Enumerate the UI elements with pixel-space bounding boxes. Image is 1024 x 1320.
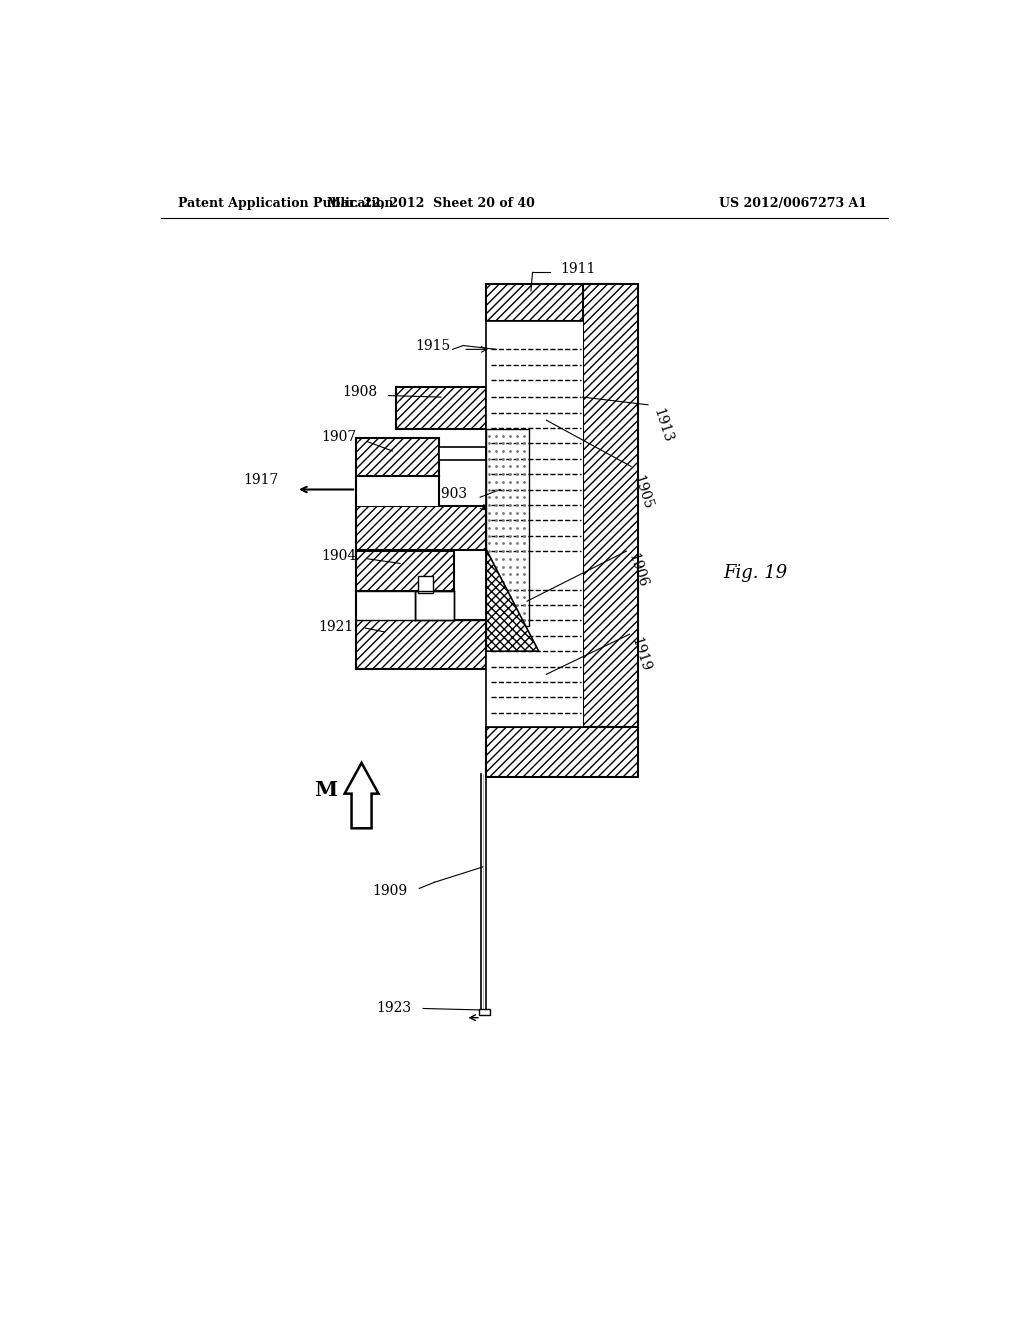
Bar (486, 429, 528, 626)
Bar (356, 620, 486, 669)
Text: 1911: 1911 (560, 263, 596, 276)
Bar (396, 387, 486, 429)
Text: 1905: 1905 (631, 474, 654, 511)
FancyArrow shape (345, 763, 379, 829)
Text: 1917: 1917 (244, 474, 280, 487)
Text: 1903: 1903 (433, 487, 468, 502)
Bar (356, 552, 454, 591)
Bar (583, 284, 638, 726)
Bar (438, 447, 486, 461)
Text: US 2012/0067273 A1: US 2012/0067273 A1 (719, 197, 866, 210)
Bar (356, 438, 438, 477)
Text: 1907: 1907 (321, 430, 356, 444)
Bar (486, 284, 611, 321)
Text: Patent Application Publication: Patent Application Publication (178, 197, 394, 210)
Text: 1904: 1904 (321, 549, 356, 562)
Bar (418, 576, 433, 593)
Text: Mar. 22, 2012  Sheet 20 of 40: Mar. 22, 2012 Sheet 20 of 40 (327, 197, 535, 210)
Text: 1908: 1908 (342, 385, 377, 400)
Bar (486, 726, 638, 776)
Bar (416, 591, 454, 620)
Text: 1915: 1915 (416, 339, 451, 354)
Bar (356, 591, 416, 620)
Text: 1909: 1909 (373, 884, 408, 899)
Text: 1906: 1906 (626, 552, 649, 590)
Text: M: M (313, 780, 337, 800)
Text: Fig. 19: Fig. 19 (724, 564, 787, 582)
Polygon shape (486, 549, 539, 651)
Bar (486, 321, 583, 726)
Bar (356, 507, 486, 550)
Text: 1923: 1923 (377, 1002, 412, 1015)
Bar (356, 477, 438, 507)
Text: 1921: 1921 (318, 619, 354, 634)
Bar (478, 1010, 490, 1015)
Text: 1913: 1913 (650, 407, 675, 445)
Text: 1919: 1919 (629, 635, 652, 673)
